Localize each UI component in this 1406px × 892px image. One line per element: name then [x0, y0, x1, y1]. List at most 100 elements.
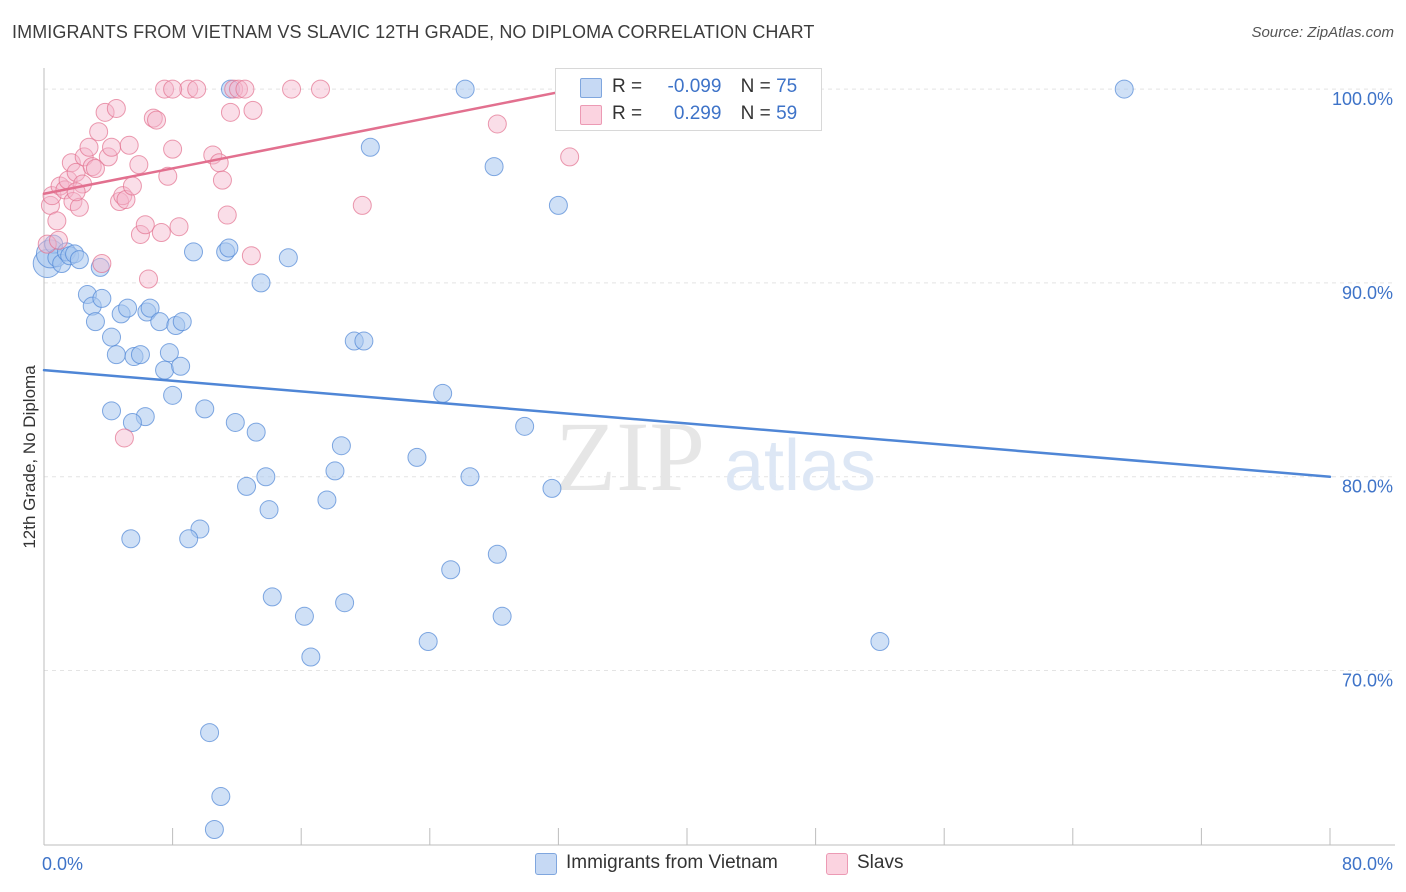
point-slavs — [224, 79, 244, 99]
point-vietnam — [219, 238, 239, 258]
point-slavs — [282, 79, 302, 99]
point-vietnam — [140, 298, 160, 318]
watermark: ZIP atlas — [555, 401, 876, 512]
point-slavs — [310, 79, 330, 99]
legend-n-value: 59 — [776, 103, 798, 124]
point-slavs — [158, 166, 178, 186]
y-tick-label: 90.0% — [1342, 283, 1393, 303]
legend-n-label: N = — [740, 76, 771, 97]
point-vietnam — [195, 399, 215, 419]
point-slavs — [102, 137, 122, 157]
point-vietnam — [870, 631, 890, 651]
trend-lines — [42, 87, 1332, 478]
point-slavs — [69, 197, 89, 217]
point-slavs — [48, 230, 68, 250]
point-slavs — [122, 176, 142, 196]
legend-r-label: R = — [612, 76, 643, 97]
point-vietnam — [542, 478, 562, 498]
point-vietnam — [484, 157, 504, 177]
point-vietnam — [200, 723, 220, 743]
y-tick-label: 70.0% — [1342, 671, 1393, 691]
point-slavs — [135, 215, 155, 235]
gridlines — [44, 88, 1395, 672]
point-slavs — [163, 79, 183, 99]
point-vietnam — [102, 401, 122, 421]
point-slavs — [217, 205, 237, 225]
legend-swatch-slavs — [580, 105, 602, 125]
point-slavs — [130, 224, 150, 244]
point-vietnam — [418, 631, 438, 651]
point-slavs — [129, 155, 149, 175]
legend-r-label: R = — [612, 103, 643, 124]
y-tick-label: 100.0% — [1332, 89, 1393, 109]
point-vietnam — [163, 385, 183, 405]
point-vietnam — [259, 500, 279, 520]
point-vietnam — [278, 248, 298, 268]
y-tick-label: 80.0% — [1342, 477, 1393, 497]
point-vietnam — [433, 383, 453, 403]
chart-title: IMMIGRANTS FROM VIETNAM VS SLAVIC 12TH G… — [12, 22, 815, 42]
point-vietnam — [360, 137, 380, 157]
point-vietnam — [204, 819, 224, 839]
point-vietnam — [172, 312, 192, 332]
legend-n-label: N = — [740, 103, 771, 124]
point-slavs — [61, 153, 81, 173]
point-vietnam — [179, 529, 199, 549]
point-vietnam — [106, 345, 126, 365]
point-vietnam — [294, 606, 314, 626]
x-tick-label: 80.0% — [1342, 854, 1393, 874]
point-vietnam — [159, 343, 179, 363]
point-vietnam — [301, 647, 321, 667]
point-vietnam — [102, 327, 122, 347]
point-slavs — [82, 157, 102, 177]
point-slavs — [143, 108, 163, 128]
point-slavs — [487, 114, 507, 134]
axes — [43, 68, 1395, 846]
point-vietnam — [85, 312, 105, 332]
point-vietnam — [122, 412, 142, 432]
point-slavs — [220, 102, 240, 122]
point-vietnam — [92, 288, 112, 308]
point-slavs — [138, 269, 158, 289]
point-slavs — [212, 170, 232, 190]
point-slavs — [89, 122, 109, 142]
point-slavs — [37, 234, 57, 254]
data-points — [32, 79, 1134, 839]
point-vietnam — [237, 476, 257, 496]
point-vietnam — [171, 356, 191, 376]
legend-swatch-vietnam — [580, 78, 602, 98]
point-slavs — [243, 100, 263, 120]
point-slavs — [47, 211, 67, 231]
bottom-legend-label-slavs: Slavs — [857, 852, 904, 873]
point-vietnam — [325, 461, 345, 481]
point-vietnam — [335, 593, 355, 613]
point-vietnam — [487, 544, 507, 564]
point-vietnam — [211, 787, 231, 807]
point-slavs — [113, 186, 133, 206]
source-label: Source: ZipAtlas.com — [1251, 24, 1394, 41]
point-slavs — [229, 79, 249, 99]
point-slavs — [85, 159, 105, 179]
point-slavs — [79, 137, 99, 157]
point-vietnam — [317, 490, 337, 510]
point-vietnam — [183, 242, 203, 262]
point-slavs — [209, 153, 229, 173]
point-vietnam — [150, 312, 170, 332]
point-vietnam — [251, 273, 271, 293]
point-vietnam — [256, 467, 276, 487]
point-slavs — [155, 79, 175, 99]
point-slavs — [179, 79, 199, 99]
point-vietnam — [460, 467, 480, 487]
bottom-legend-label-vietnam: Immigrants from Vietnam — [566, 852, 778, 873]
tick-labels: 70.0% 80.0% 90.0% 100.0% 0.0% 80.0% — [42, 89, 1393, 874]
point-vietnam — [331, 436, 351, 456]
point-slavs — [119, 135, 139, 155]
point-slavs — [95, 102, 115, 122]
legend-r-value: -0.099 — [667, 76, 722, 97]
point-vietnam — [69, 250, 89, 270]
point-vietnam — [407, 447, 427, 467]
trend-line-slavs — [42, 87, 576, 195]
bottom-legend-swatch-vietnam — [535, 853, 557, 875]
watermark-atlas: atlas — [724, 426, 876, 506]
